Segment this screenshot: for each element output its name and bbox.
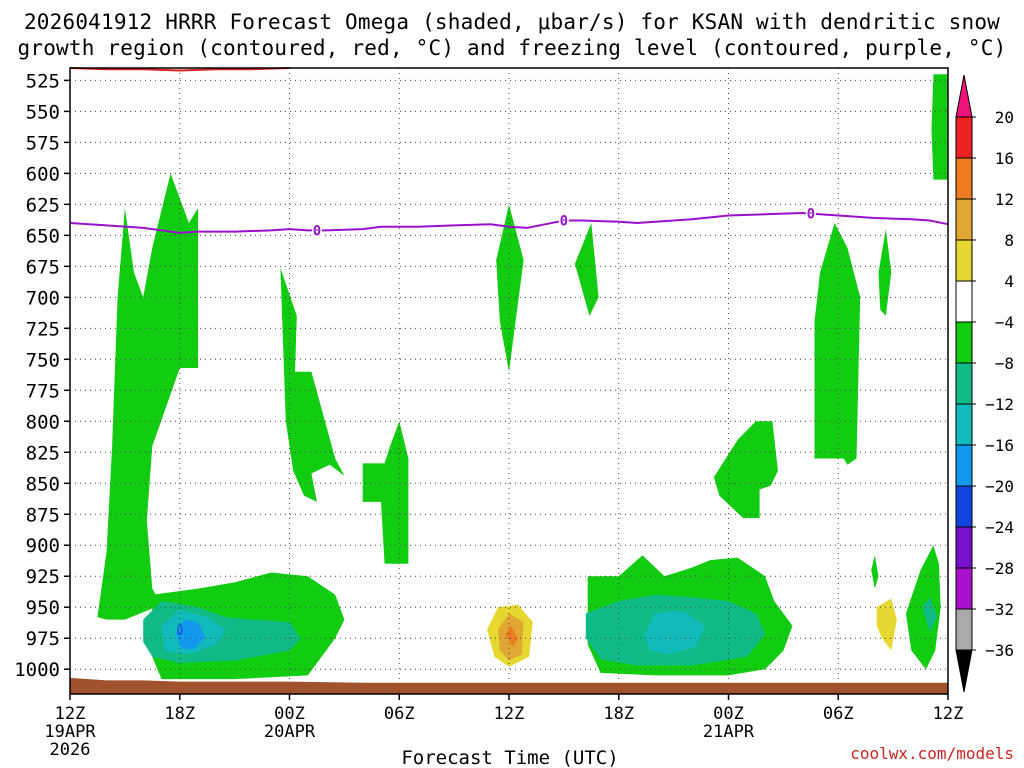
omega-region-dkorange-a — [505, 625, 519, 647]
omega-region-green-a — [97, 173, 198, 620]
colorbar-box-12 — [955, 608, 973, 651]
freezing-level-label-2: 0 — [807, 207, 815, 223]
omega-region-green-k — [871, 555, 879, 589]
y-tick-label-650: 650 — [26, 225, 60, 247]
freezing-level-line — [69, 211, 949, 234]
colorbar-box-4 — [955, 280, 973, 323]
y-tick-label-875: 875 — [26, 504, 60, 526]
colorbar-box-9 — [955, 485, 973, 528]
x-tick-label-42: 06Z — [823, 704, 854, 724]
x-tick-date-12: 20APR — [264, 722, 316, 742]
x-tick-date-36: 21APR — [703, 722, 755, 742]
y-tick-label-725: 725 — [26, 318, 60, 340]
y-tick-label-825: 825 — [26, 442, 60, 464]
colorbar-label-3: 8 — [1004, 231, 1014, 250]
omega-regions — [97, 74, 948, 680]
colorbar-box-3 — [955, 239, 973, 282]
colorbar-box-6 — [955, 362, 973, 405]
omega-region-green-d — [362, 421, 409, 564]
credit-link[interactable]: coolwx.com/models — [850, 744, 1014, 763]
x-tick-label-18: 06Z — [384, 704, 415, 724]
y-tick-label-550: 550 — [26, 101, 60, 123]
colorbar-box-5 — [955, 321, 973, 364]
colorbar-bottom-triangle — [955, 649, 973, 693]
x-tick-label-12: 00Z — [274, 704, 305, 724]
y-tick-label-900: 900 — [26, 535, 60, 557]
x-tick-label-36: 00Z — [713, 704, 744, 724]
omega-region-cyan-b — [644, 610, 705, 655]
x-tick-label-0: 12Z — [55, 704, 86, 724]
omega-region-green-i — [814, 223, 861, 465]
omega-region-green-j — [878, 229, 892, 316]
y-tick-label-800: 800 — [26, 411, 60, 433]
omega-region-yellow-b — [876, 598, 897, 651]
colorbar-label-13: −36 — [985, 641, 1014, 660]
y-tick-label-850: 850 — [26, 473, 60, 495]
freezing-label-bg-2 — [805, 206, 816, 221]
omega-region-teal-c — [922, 597, 937, 632]
omega-min-marker — [177, 624, 183, 636]
x-tick-label-6: 18Z — [164, 704, 195, 724]
colorbar-label-0: 20 — [995, 108, 1014, 127]
x-tick-label-48: 12Z — [933, 704, 964, 724]
y-tick-label-525: 525 — [26, 70, 60, 92]
y-tick-label-575: 575 — [26, 132, 60, 154]
colorbar-label-1: 16 — [995, 149, 1014, 168]
colorbar-label-10: −24 — [985, 518, 1014, 537]
colorbar-label-9: −20 — [985, 477, 1014, 496]
colorbar-box-1 — [955, 157, 973, 200]
colorbar-box-10 — [955, 526, 973, 569]
freezing-level-label-1: 0 — [560, 213, 568, 229]
colorbar-box-8 — [955, 444, 973, 487]
dgz-contour-line — [69, 67, 290, 72]
x-tick-date-0: 19APR — [44, 722, 96, 742]
x-tick-year-0: 2026 — [50, 740, 91, 760]
chart-title-line1: 2026041912 HRRR Forecast Omega (shaded, … — [23, 10, 1001, 34]
colorbar-label-12: −32 — [985, 600, 1014, 619]
terrain-fill — [70, 677, 948, 694]
omega-region-green-f — [574, 223, 599, 316]
colorbar-label-8: −16 — [985, 436, 1014, 455]
y-tick-label-950: 950 — [26, 597, 60, 619]
y-tick-label-975: 975 — [26, 628, 60, 650]
colorbar-label-6: −8 — [995, 354, 1014, 373]
omega-region-green-c — [280, 267, 345, 502]
x-tick-label-24: 12Z — [494, 704, 525, 724]
x-tick-label-30: 18Z — [603, 704, 634, 724]
colorbar-label-7: −12 — [985, 395, 1014, 414]
omega-region-blue-a — [176, 619, 206, 650]
y-tick-label-1000: 1000 — [14, 659, 60, 681]
y-tick-label-775: 775 — [26, 380, 60, 402]
omega-region-green-e — [496, 204, 524, 372]
colorbar-label-11: −28 — [985, 559, 1014, 578]
colorbar-box-0 — [955, 116, 973, 159]
y-tick-label-600: 600 — [26, 163, 60, 185]
freezing-label-bg-1 — [558, 213, 569, 228]
omega-region-green-h — [713, 421, 778, 518]
omega-region-green-m — [931, 74, 948, 180]
colorbar-label-5: −4 — [995, 313, 1014, 332]
colorbar-label-4: 4 — [1004, 272, 1014, 291]
colorbar-box-7 — [955, 403, 973, 446]
colorbar: 20 16 12 8 4 −4 −8 −12 −16 −20 −24 −28 −32 −36 — [955, 74, 1014, 693]
y-tick-label-925: 925 — [26, 566, 60, 588]
freezing-label-bg-0 — [311, 223, 322, 238]
x-axis-label: Forecast Time (UTC) — [401, 747, 618, 768]
colorbar-box-11 — [955, 567, 973, 610]
y-tick-label-625: 625 — [26, 194, 60, 216]
colorbar-label-2: 12 — [995, 190, 1014, 209]
colorbar-top-triangle — [955, 74, 973, 118]
axes: 525 550 575 600 625 650 675 700 725 750 775 800 825 8… — [14, 67, 964, 760]
freezing-level-label-0: 0 — [313, 223, 321, 239]
colorbar-box-2 — [955, 198, 973, 241]
y-tick-label-750: 750 — [26, 349, 60, 371]
chart-title-line2: growth region (contoured, red, °C) and f… — [17, 36, 1007, 60]
y-tick-label-700: 700 — [26, 287, 60, 309]
contour-overlays: 0 0 0 — [69, 67, 949, 694]
y-tick-label-675: 675 — [26, 256, 60, 278]
